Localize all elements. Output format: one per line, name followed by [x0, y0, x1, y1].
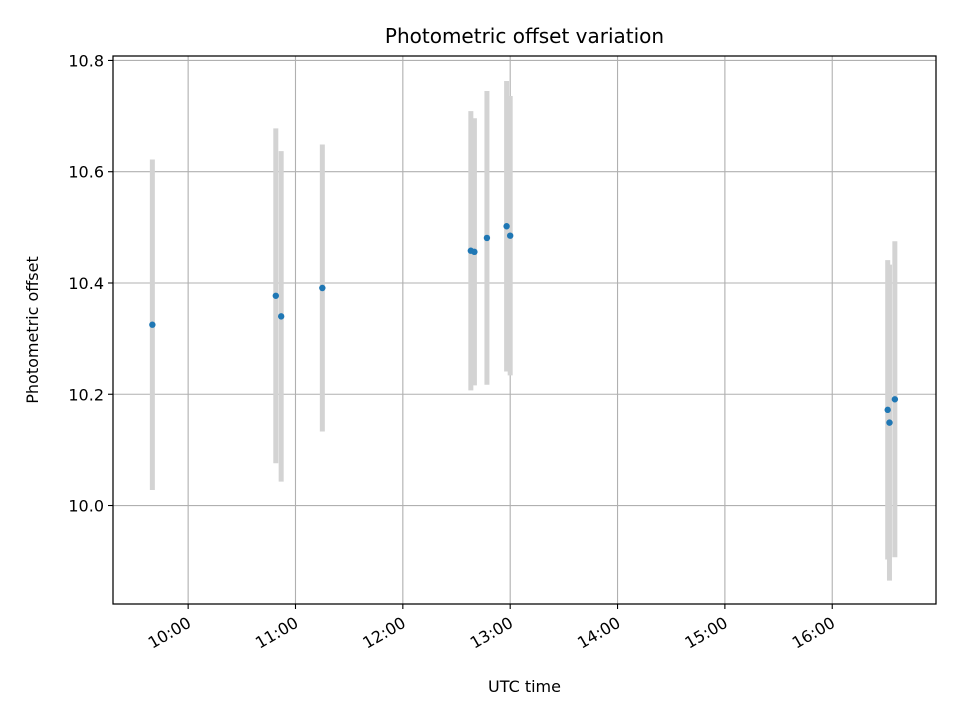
y-axis-label: Photometric offset: [23, 256, 42, 404]
data-point: [891, 396, 899, 403]
y-tick-label: 10.4: [68, 274, 104, 293]
data-point: [483, 234, 491, 242]
data-point: [272, 292, 280, 299]
data-points: [149, 223, 899, 426]
data-point: [319, 284, 326, 292]
y-axis: 10.0 10.2 10.4 10.6 10.8: [68, 51, 113, 516]
chart-title: Photometric offset variation: [385, 24, 664, 48]
data-point: [471, 248, 478, 256]
x-axis-label: UTC time: [488, 677, 561, 696]
data-point: [503, 223, 510, 230]
data-point: [886, 419, 893, 426]
y-tick-label: 10.2: [68, 385, 104, 404]
data-point: [506, 232, 514, 239]
grid: [113, 56, 936, 604]
y-tick-label: 10.6: [68, 163, 104, 182]
y-tick-label: 10.0: [68, 497, 104, 516]
plot-frame: [112, 55, 937, 605]
data-point: [149, 321, 156, 328]
data-point: [277, 313, 285, 320]
y-tick-label: 10.8: [68, 51, 104, 70]
data-point: [884, 406, 891, 414]
